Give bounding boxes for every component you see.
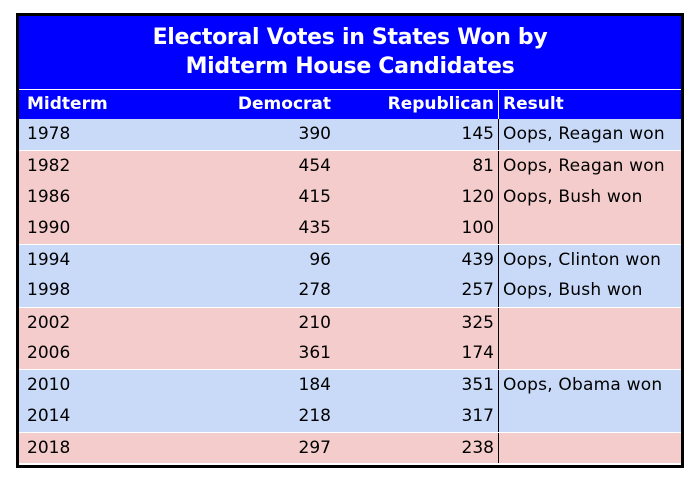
year-cell: 2006 [27, 343, 71, 364]
democrat-cell: 390 [298, 124, 331, 144]
republican-cell: 174 [461, 343, 494, 364]
result-cell [498, 212, 681, 245]
result-cell [498, 338, 681, 370]
table-row: 2018 297 238 [19, 431, 681, 464]
year-cell: 2018 [27, 437, 71, 458]
table-row: 2014 218 317 [19, 400, 681, 432]
year-cell: 1998 [27, 280, 71, 301]
year-cell: 1982 [27, 156, 71, 177]
table-body: 1978 390 145 Oops, Reagan won 1982 454 81 Oops,… [19, 119, 681, 464]
title-line-2: Midterm House Candidates [185, 54, 515, 79]
table-header-row: Midterm Democrat Republican Result [19, 89, 681, 119]
table-frame: Electoral Votes in States Won by Midterm… [16, 13, 684, 468]
year-cell: 1978 [27, 124, 71, 144]
republican-cell: 351 [461, 375, 494, 396]
democrat-cell: 361 [298, 343, 331, 364]
year-cell: 2010 [27, 375, 71, 396]
header-democrat: Democrat [237, 94, 331, 114]
year-cell: 2002 [27, 312, 71, 333]
title-line-1: Electoral Votes in States Won by [152, 25, 548, 50]
republican-cell: 325 [461, 312, 494, 333]
democrat-cell: 210 [298, 312, 331, 333]
table-row: 1978 390 145 Oops, Reagan won [19, 119, 681, 151]
header-republican: Republican [387, 94, 494, 114]
republican-cell: 100 [461, 217, 494, 238]
result-cell [498, 432, 681, 464]
table-row: 2010 184 351 Oops, Obama won [19, 369, 681, 401]
header-midterm: Midterm [27, 94, 108, 114]
democrat-cell: 435 [298, 217, 331, 238]
democrat-cell: 297 [298, 437, 331, 458]
year-cell: 1990 [27, 217, 71, 238]
year-cell: 1994 [27, 250, 71, 271]
result-cell: Oops, Bush won [498, 275, 681, 307]
result-cell [498, 307, 681, 339]
year-cell: 1986 [27, 186, 71, 207]
democrat-cell: 218 [298, 405, 331, 426]
republican-cell: 317 [461, 405, 494, 426]
year-cell: 2014 [27, 405, 71, 426]
header-result: Result [498, 90, 681, 119]
democrat-cell: 278 [298, 280, 331, 301]
result-cell: Oops, Bush won [498, 181, 681, 213]
result-cell: Oops, Reagan won [498, 151, 681, 182]
result-cell [498, 400, 681, 432]
table-row: 1998 278 257 Oops, Bush won [19, 275, 681, 307]
democrat-cell: 415 [298, 186, 331, 207]
democrat-cell: 184 [298, 375, 331, 396]
table-row: 1990 435 100 [19, 212, 681, 245]
result-cell: Oops, Obama won [498, 370, 681, 401]
table-row: 1982 454 81 Oops, Reagan won [19, 150, 681, 182]
republican-cell: 238 [461, 437, 494, 458]
table-title: Electoral Votes in States Won by Midterm… [19, 16, 681, 89]
republican-cell: 120 [461, 186, 494, 207]
democrat-cell: 96 [309, 250, 331, 271]
republican-cell: 257 [461, 280, 494, 301]
republican-cell: 145 [461, 124, 494, 144]
republican-cell: 81 [472, 156, 494, 177]
table-row: 1986 415 120 Oops, Bush won [19, 181, 681, 213]
result-cell: Oops, Clinton won [498, 245, 681, 276]
democrat-cell: 454 [298, 156, 331, 177]
result-cell: Oops, Reagan won [498, 119, 681, 151]
table-row: 2006 361 174 [19, 338, 681, 370]
table-row: 2002 210 325 [19, 306, 681, 339]
republican-cell: 439 [461, 250, 494, 271]
table-row: 1994 96 439 Oops, Clinton won [19, 244, 681, 276]
